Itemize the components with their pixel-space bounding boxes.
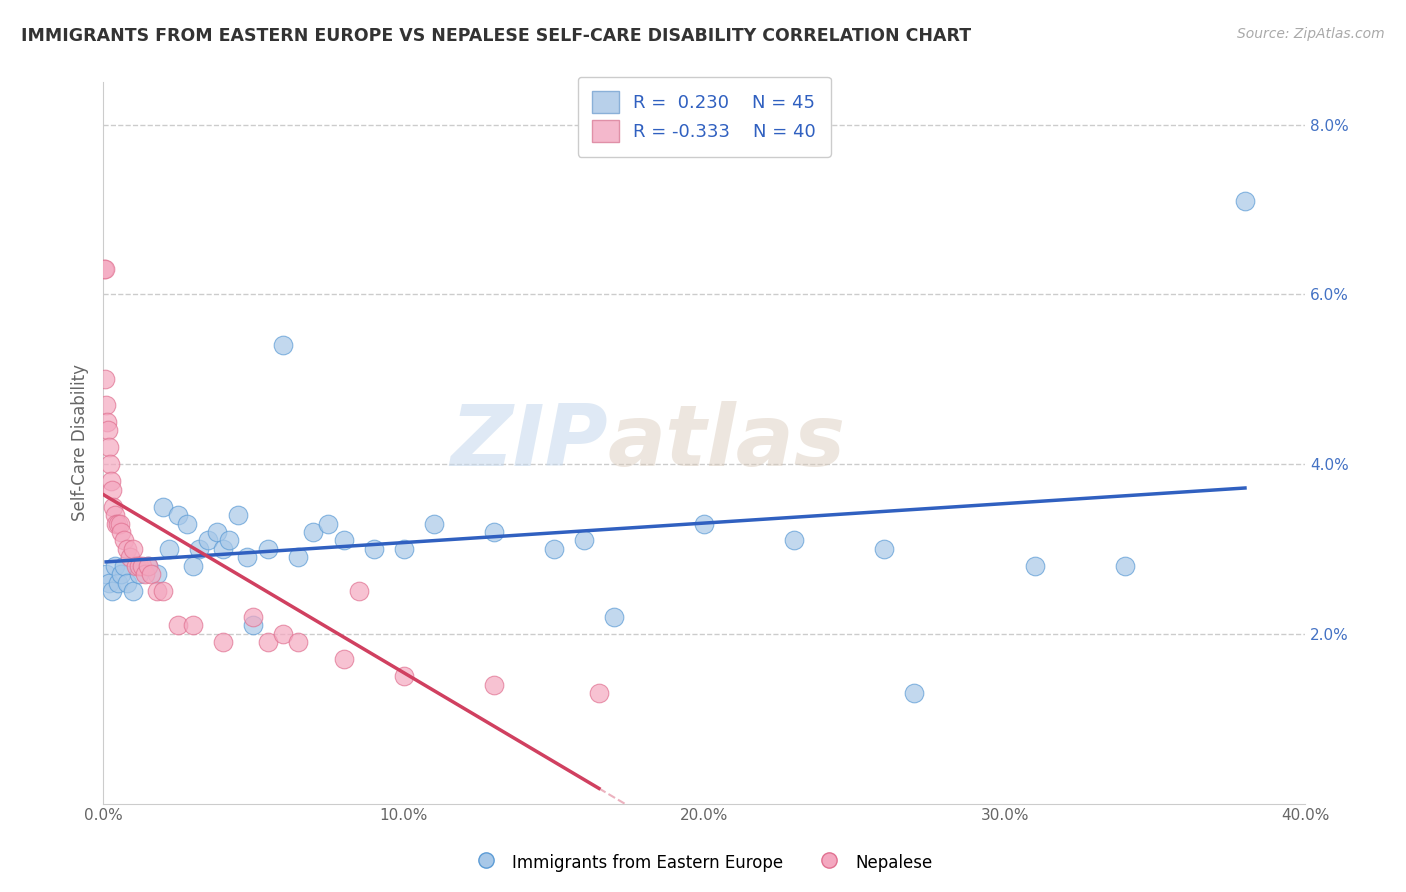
- Point: [392, 669, 415, 683]
- Point: [1114, 558, 1136, 573]
- Point: [93, 261, 115, 276]
- Point: [572, 533, 595, 548]
- Point: [197, 533, 219, 548]
- Point: [104, 508, 127, 522]
- Point: [101, 584, 124, 599]
- Point: [287, 635, 309, 649]
- Point: [257, 541, 280, 556]
- Point: [273, 627, 295, 641]
- Point: [136, 558, 159, 573]
- Point: [131, 558, 153, 573]
- Point: [152, 500, 174, 514]
- Point: [1024, 558, 1046, 573]
- Point: [98, 576, 121, 591]
- Point: [94, 398, 117, 412]
- Text: IMMIGRANTS FROM EASTERN EUROPE VS NEPALESE SELF-CARE DISABILITY CORRELATION CHAR: IMMIGRANTS FROM EASTERN EUROPE VS NEPALE…: [21, 27, 972, 45]
- Point: [136, 558, 159, 573]
- Point: [128, 567, 150, 582]
- Point: [98, 440, 121, 454]
- Point: [363, 541, 385, 556]
- Point: [93, 261, 115, 276]
- Point: [100, 474, 122, 488]
- Point: [903, 686, 925, 700]
- Point: [236, 550, 259, 565]
- Point: [482, 524, 505, 539]
- Text: ZIP: ZIP: [450, 401, 607, 484]
- Point: [543, 541, 565, 556]
- Point: [101, 483, 124, 497]
- Text: atlas: atlas: [607, 401, 846, 484]
- Point: [157, 541, 180, 556]
- Point: [167, 618, 190, 632]
- Point: [167, 508, 190, 522]
- Point: [287, 550, 309, 565]
- Point: [107, 576, 129, 591]
- Point: [207, 524, 229, 539]
- Point: [332, 533, 354, 548]
- Point: [603, 610, 626, 624]
- Point: [141, 567, 163, 582]
- Legend: R =  0.230    N = 45, R = -0.333    N = 40: R = 0.230 N = 45, R = -0.333 N = 40: [578, 77, 831, 157]
- Point: [146, 567, 169, 582]
- Point: [318, 516, 340, 531]
- Legend: Immigrants from Eastern Europe, Nepalese: Immigrants from Eastern Europe, Nepalese: [467, 846, 939, 880]
- Point: [242, 610, 264, 624]
- Point: [115, 541, 138, 556]
- Point: [97, 423, 120, 437]
- Y-axis label: Self-Care Disability: Self-Care Disability: [72, 365, 89, 522]
- Text: Source: ZipAtlas.com: Source: ZipAtlas.com: [1237, 27, 1385, 41]
- Point: [1233, 194, 1256, 208]
- Point: [108, 516, 131, 531]
- Point: [176, 516, 198, 531]
- Point: [115, 576, 138, 591]
- Point: [104, 558, 127, 573]
- Point: [212, 635, 235, 649]
- Point: [422, 516, 444, 531]
- Point: [101, 500, 124, 514]
- Point: [128, 558, 150, 573]
- Point: [181, 618, 204, 632]
- Point: [112, 533, 135, 548]
- Point: [332, 652, 354, 666]
- Point: [392, 541, 415, 556]
- Point: [482, 678, 505, 692]
- Point: [693, 516, 716, 531]
- Point: [212, 541, 235, 556]
- Point: [783, 533, 806, 548]
- Point: [96, 415, 118, 429]
- Point: [257, 635, 280, 649]
- Point: [302, 524, 325, 539]
- Point: [181, 558, 204, 573]
- Point: [120, 550, 142, 565]
- Point: [112, 558, 135, 573]
- Point: [134, 567, 156, 582]
- Point: [94, 372, 117, 386]
- Point: [122, 584, 145, 599]
- Point: [228, 508, 250, 522]
- Point: [110, 567, 132, 582]
- Point: [588, 686, 610, 700]
- Point: [107, 516, 129, 531]
- Point: [152, 584, 174, 599]
- Point: [104, 516, 127, 531]
- Point: [873, 541, 896, 556]
- Point: [146, 584, 169, 599]
- Point: [125, 558, 148, 573]
- Point: [110, 524, 132, 539]
- Point: [242, 618, 264, 632]
- Point: [188, 541, 211, 556]
- Point: [98, 457, 121, 471]
- Point: [122, 541, 145, 556]
- Point: [347, 584, 370, 599]
- Point: [273, 338, 295, 352]
- Point: [218, 533, 240, 548]
- Point: [94, 567, 117, 582]
